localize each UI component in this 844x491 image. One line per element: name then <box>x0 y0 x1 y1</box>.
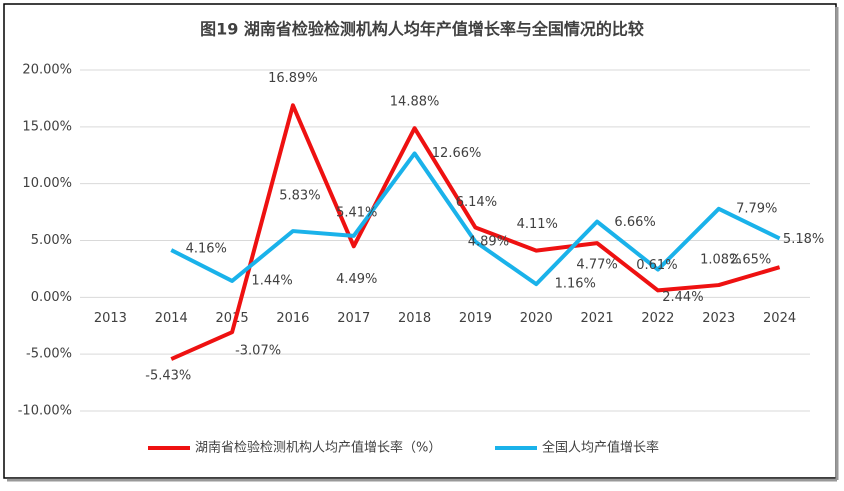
x-tick-label: 2014 <box>155 311 188 326</box>
chart-title: 图19 湖南省检验检测机构人均年产值增长率与全国情况的比较 <box>200 20 644 39</box>
x-tick-label: 2022 <box>641 311 674 326</box>
data-label: 7.79% <box>736 201 777 216</box>
y-tick-label: 20.00% <box>22 63 72 78</box>
data-label: 16.89% <box>268 71 318 86</box>
data-label: 4.11% <box>517 217 558 232</box>
y-tick-label: -5.00% <box>26 347 72 362</box>
y-tick-label: -10.00% <box>18 404 72 419</box>
data-label: 2.44% <box>662 290 703 305</box>
data-label: 1.08% <box>700 253 741 268</box>
series-line <box>170 103 781 361</box>
x-tick-label: 2019 <box>459 311 492 326</box>
data-label: 2.65% <box>730 253 771 268</box>
x-tick-label: 2024 <box>763 311 796 326</box>
data-label: 4.49% <box>336 272 377 287</box>
data-label: 4.16% <box>186 242 227 257</box>
data-label: 4.89% <box>468 234 509 249</box>
x-tick-label: 2017 <box>337 311 370 326</box>
data-label: 12.66% <box>432 146 482 161</box>
data-label: -3.07% <box>235 344 281 359</box>
data-label: 0.61% <box>636 258 677 273</box>
y-tick-label: 15.00% <box>22 119 72 134</box>
data-label: 6.14% <box>456 195 497 210</box>
data-label: -5.43% <box>145 369 191 384</box>
data-label: 5.83% <box>279 189 320 204</box>
data-label: 4.77% <box>576 258 617 273</box>
y-tick-label: 5.00% <box>31 233 72 248</box>
x-tick-label: 2013 <box>94 311 127 326</box>
data-label: 1.44% <box>251 273 292 288</box>
legend-label: 湖南省检验检测机构人均产值增长率（%） <box>195 440 441 456</box>
x-tick-label: 2023 <box>702 311 735 326</box>
data-label: 14.88% <box>390 95 440 110</box>
y-tick-label: 10.00% <box>22 176 72 191</box>
data-label: 5.41% <box>336 205 377 220</box>
x-tick-label: 2021 <box>581 311 614 326</box>
data-label: 6.66% <box>614 215 655 230</box>
data-label: 5.18% <box>783 232 824 247</box>
y-tick-label: 0.00% <box>31 290 72 305</box>
series-line <box>170 151 781 287</box>
x-tick-label: 2020 <box>520 311 553 326</box>
data-label: 1.16% <box>555 277 596 292</box>
x-tick-label: 2018 <box>398 311 431 326</box>
legend-label: 全国人均产值增长率 <box>542 440 659 456</box>
x-tick-label: 2016 <box>276 311 309 326</box>
x-tick-label: 2015 <box>216 311 249 326</box>
